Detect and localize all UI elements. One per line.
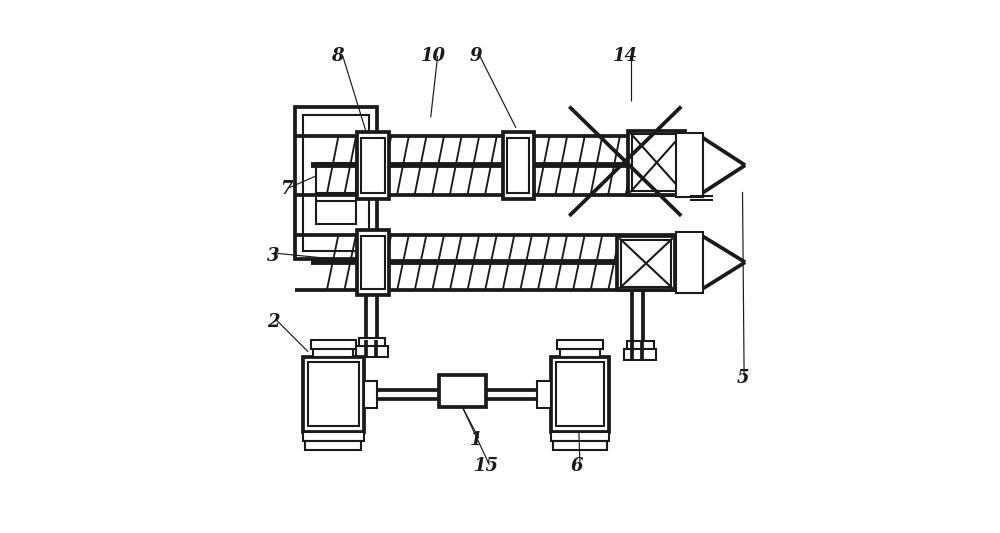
Bar (311, 340, 356, 349)
Bar (507, 138, 529, 193)
Bar (364, 381, 377, 408)
Bar (303, 115, 369, 251)
Text: 5: 5 (736, 369, 749, 387)
Bar (303, 357, 364, 432)
Bar (537, 381, 551, 408)
Bar (628, 131, 685, 195)
Bar (361, 236, 385, 289)
Bar (557, 340, 603, 349)
Bar (357, 132, 389, 199)
Text: 10: 10 (421, 47, 446, 65)
Bar (305, 441, 361, 450)
Bar (316, 163, 356, 224)
Bar (560, 348, 600, 357)
Text: 7: 7 (281, 180, 293, 198)
Bar (303, 432, 364, 441)
Bar (553, 441, 607, 450)
Bar (439, 375, 486, 407)
Bar (676, 232, 703, 293)
Bar (361, 138, 385, 193)
Bar (359, 338, 385, 348)
Text: 9: 9 (470, 47, 482, 65)
Bar (551, 432, 609, 441)
Bar (632, 134, 682, 191)
Text: 6: 6 (571, 457, 584, 475)
Bar (503, 132, 534, 199)
Text: 3: 3 (267, 247, 280, 265)
Bar (556, 362, 604, 426)
Bar (356, 346, 388, 357)
Bar (357, 230, 389, 295)
Bar (295, 107, 377, 259)
Text: 8: 8 (331, 47, 344, 65)
Text: 14: 14 (613, 47, 638, 65)
Bar (676, 133, 703, 197)
Bar (308, 362, 359, 426)
Bar (444, 377, 482, 403)
Text: 2: 2 (267, 313, 280, 332)
Bar (313, 348, 353, 357)
Bar (551, 357, 609, 432)
Text: 15: 15 (474, 457, 499, 475)
Text: 1: 1 (470, 431, 482, 449)
Bar (621, 240, 671, 287)
Bar (624, 349, 656, 360)
Bar (617, 236, 675, 290)
Bar (627, 341, 654, 351)
